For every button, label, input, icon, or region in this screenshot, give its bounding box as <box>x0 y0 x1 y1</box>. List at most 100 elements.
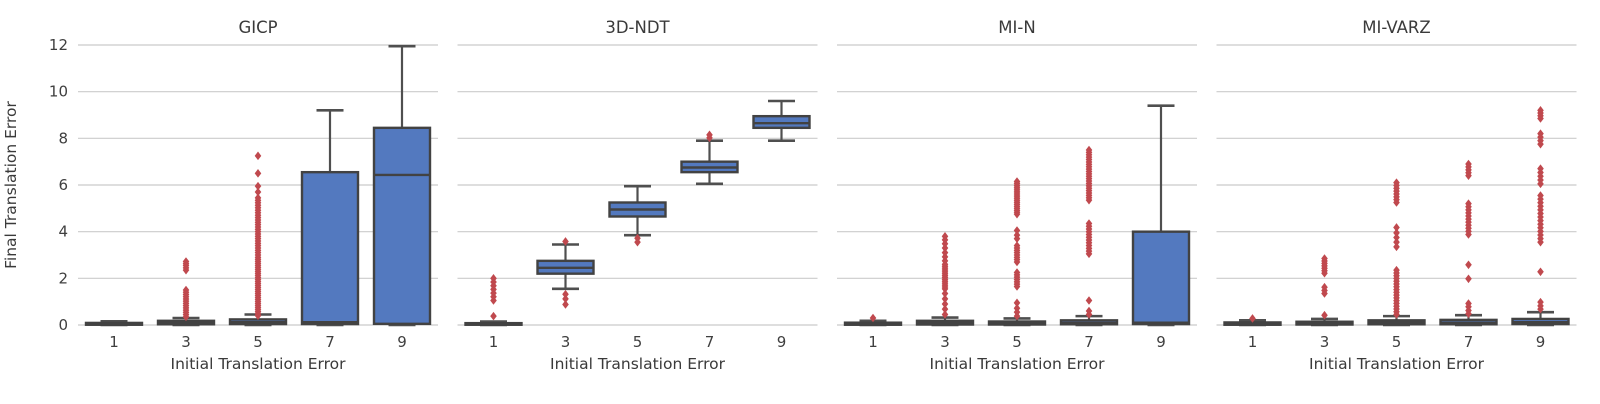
outlier-diamond <box>182 257 190 266</box>
panel-3d-ndt: 3D-NDT 1 3 5 7 9 Initial Translation Error <box>457 18 818 373</box>
panel-gicp: GICP 1 3 5 7 9 Initial Translation Error <box>78 18 438 373</box>
x-tick-label: 9 <box>397 333 407 351</box>
outlier-diamond <box>254 151 262 161</box>
outlier-diamond <box>941 299 949 309</box>
outlier-diamond <box>706 130 713 140</box>
outlier-diamond <box>941 232 949 241</box>
outlier-diamond <box>1013 303 1021 313</box>
outlier-diamond <box>634 233 641 243</box>
outlier-diamond <box>254 169 262 178</box>
outlier-diamond <box>1465 260 1472 270</box>
outlier-diamond <box>562 237 569 246</box>
outlier-diamond <box>1393 228 1400 238</box>
outlier-diamond <box>562 289 569 299</box>
outlier-diamond <box>1537 106 1544 115</box>
box-group-x9 <box>752 99 811 142</box>
x-tick-label: 7 <box>1464 333 1474 351</box>
y-tick-label: 6 <box>58 176 68 194</box>
box-group-x1 <box>1223 314 1282 327</box>
panel-title: MI-N <box>998 18 1035 37</box>
x-tick-label: 5 <box>253 333 263 351</box>
x-tick-label: 3 <box>1320 333 1330 351</box>
box-group-x9 <box>1131 104 1191 327</box>
outlier-diamond <box>1085 296 1093 305</box>
outlier-diamond <box>1537 191 1544 200</box>
box-group-x7 <box>1439 159 1498 327</box>
box-group-x5 <box>1367 178 1426 327</box>
outlier-diamond <box>1393 233 1400 242</box>
outlier-diamond <box>1085 306 1093 316</box>
x-tick-label: 1 <box>489 333 499 351</box>
outlier-diamond <box>869 313 877 323</box>
outlier-diamond <box>1013 241 1021 250</box>
outlier-diamond <box>1465 159 1472 169</box>
outlier-diamond <box>941 310 949 319</box>
outlier-diamond <box>562 294 569 304</box>
outlier-diamond <box>941 248 949 257</box>
outlier-diamond <box>941 304 949 314</box>
box-group-x7 <box>680 130 739 186</box>
y-tick-label: 4 <box>58 223 68 241</box>
x-tick-label: 3 <box>561 333 571 351</box>
x-tick-label: 1 <box>868 333 878 351</box>
outlier-diamond <box>1393 223 1400 232</box>
outlier-diamond <box>1393 237 1400 247</box>
x-tick-label: 5 <box>633 333 643 351</box>
x-tick-label: 9 <box>1156 333 1166 351</box>
y-tick-label: 12 <box>49 36 68 54</box>
x-tick-label: 7 <box>705 333 715 351</box>
panel-mi-n: MI-N 1 3 5 7 9 Initial Translation Error <box>837 18 1197 373</box>
y-axis-label: Final Translation Error <box>2 100 20 268</box>
outlier-diamond <box>1393 178 1400 187</box>
x-tick-label: 7 <box>1084 333 1094 351</box>
box-group-x3 <box>156 257 216 327</box>
x-axis-label: Initial Translation Error <box>550 355 726 373</box>
y-tick-label: 8 <box>58 129 68 147</box>
outlier-diamond <box>1537 164 1544 173</box>
panel-title: 3D-NDT <box>605 18 670 37</box>
y-tick-label: 0 <box>58 316 68 334</box>
outlier-diamond <box>1321 282 1328 292</box>
iqr-box <box>300 170 360 326</box>
outlier-diamond <box>1537 129 1544 138</box>
x-tick-label: 5 <box>1012 333 1022 351</box>
outlier-diamond <box>254 181 262 191</box>
outlier-diamond <box>1013 298 1021 308</box>
outlier-diamond <box>1321 310 1328 320</box>
outlier-diamond <box>254 187 262 197</box>
outlier-diamond <box>1537 267 1544 277</box>
x-tick-label: 1 <box>1248 333 1258 351</box>
outlier-diamond <box>941 289 949 298</box>
box-group-x3 <box>536 237 595 309</box>
box-group-x5 <box>608 184 667 247</box>
outlier-diamond <box>1013 268 1021 277</box>
x-tick-label: 3 <box>940 333 950 351</box>
box-group-x9 <box>1511 106 1570 327</box>
iqr-box <box>1131 230 1191 326</box>
y-tick-label: 2 <box>58 269 68 287</box>
outlier-diamond <box>1013 177 1021 186</box>
x-tick-label: 5 <box>1392 333 1402 351</box>
y-tick-label: 10 <box>49 83 68 101</box>
box-group-x1 <box>464 274 523 327</box>
box-group-x7 <box>1059 145 1119 327</box>
box-group-x5 <box>228 151 288 327</box>
panel-mi-varz: MI-VARZ 1 3 5 7 9 Initial Translation Error <box>1216 18 1577 373</box>
panel-title: GICP <box>238 18 277 37</box>
outlier-diamond <box>1013 230 1021 240</box>
outlier-diamond <box>1465 299 1472 308</box>
outlier-diamond <box>1393 265 1400 275</box>
x-tick-label: 7 <box>325 333 335 351</box>
outlier-diamond <box>941 294 949 304</box>
outlier-diamond <box>1465 199 1472 208</box>
box-group-x1 <box>84 319 144 327</box>
box-group-x3 <box>915 232 975 327</box>
x-axis-label: Initial Translation Error <box>930 355 1106 373</box>
outlier-diamond <box>562 300 569 309</box>
outlier-diamond <box>254 193 262 203</box>
box-group-x1 <box>843 313 903 327</box>
x-tick-label: 9 <box>1536 333 1546 351</box>
outlier-diamond <box>1393 242 1400 252</box>
